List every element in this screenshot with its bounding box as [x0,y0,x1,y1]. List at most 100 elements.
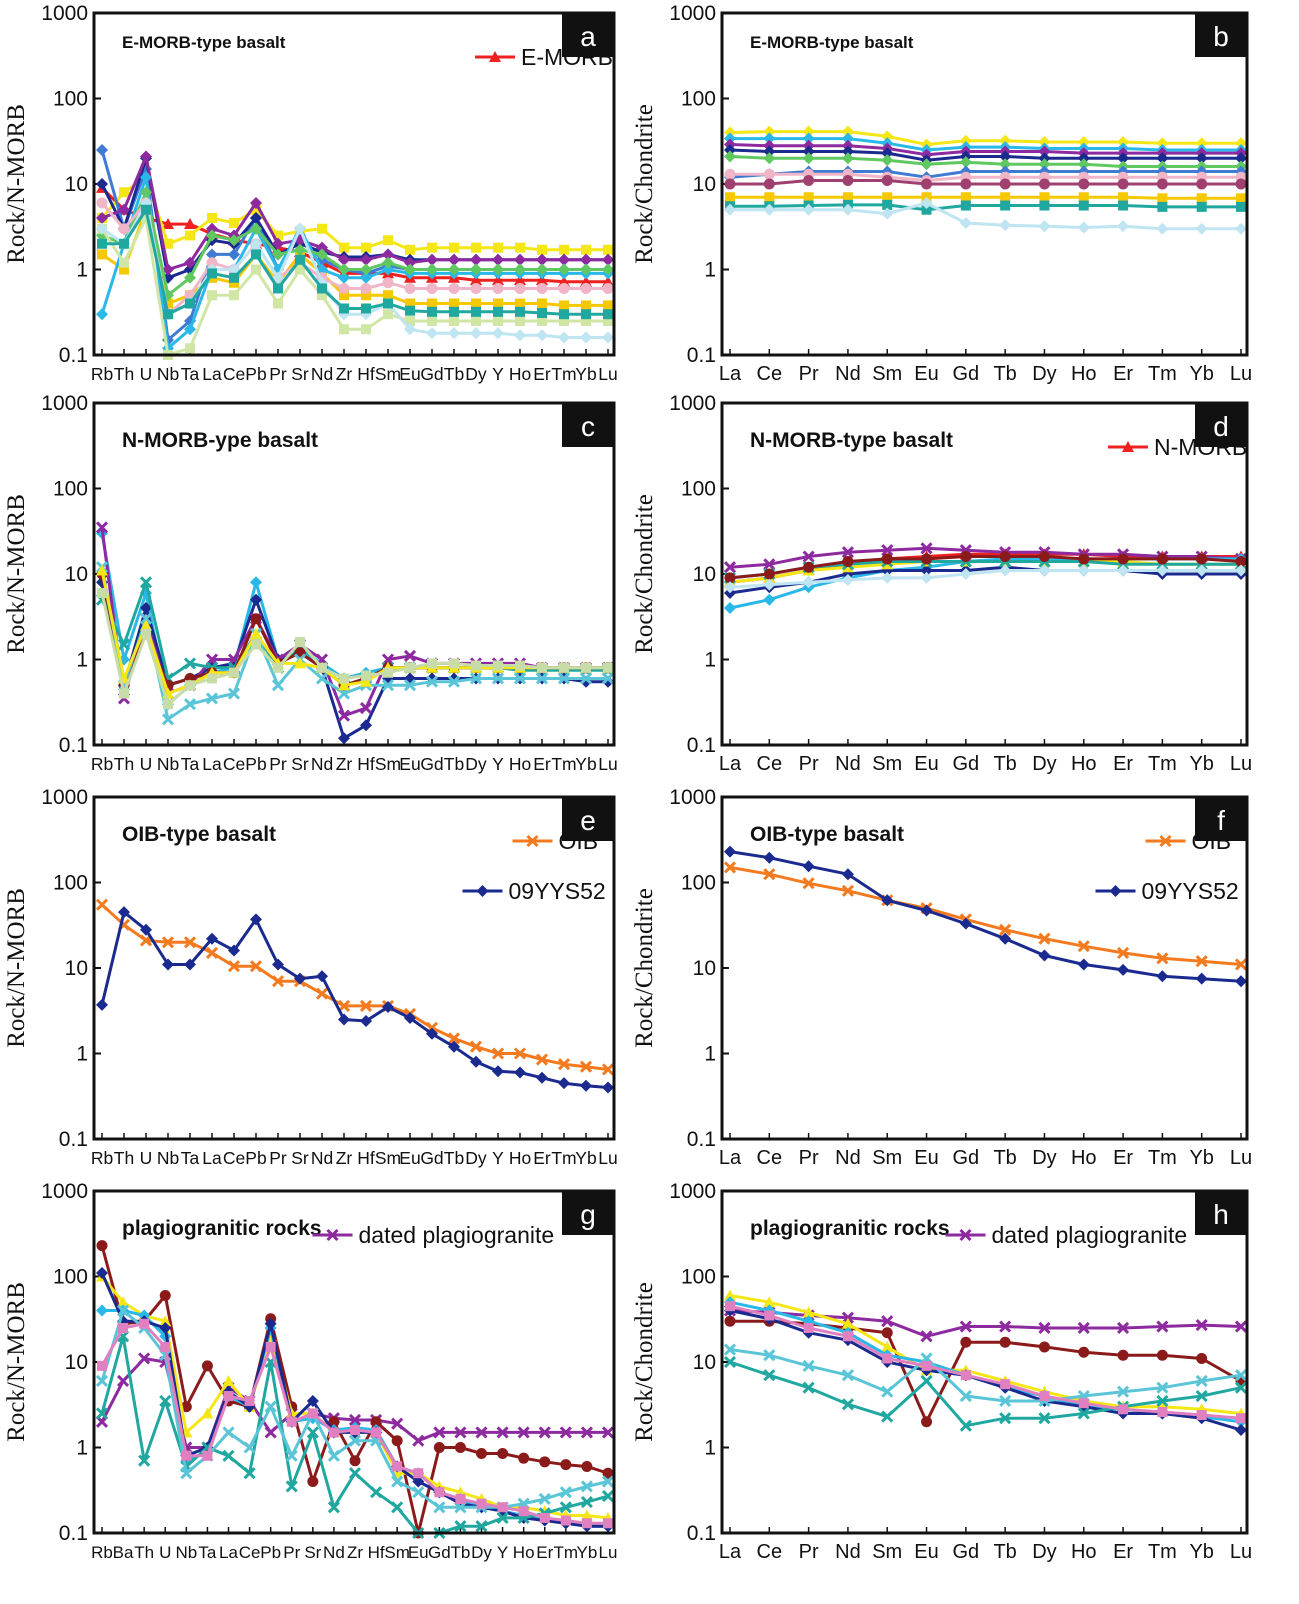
data-point [382,277,394,289]
data-point [514,329,526,342]
series-f-oib [723,861,1248,971]
data-point [802,125,815,138]
y-tick-label: 1000 [41,1180,88,1203]
data-point [119,187,129,198]
y-tick-label: 100 [53,872,88,895]
data-point [920,542,933,555]
data-point [404,282,416,294]
data-point [206,222,218,235]
data-point [763,152,776,165]
data-point [1195,1374,1208,1388]
data-point [603,244,613,255]
data-point [1039,1391,1050,1402]
data-point [1156,152,1169,165]
data-point [960,200,971,211]
data-point [117,1374,130,1388]
data-point [97,249,107,260]
x-tick-label: Lu [1230,1147,1252,1169]
data-point [539,1456,551,1468]
x-tick-label: La [202,1148,222,1168]
x-tick-label: Gd [420,364,443,384]
data-point [1038,564,1051,577]
data-point [580,282,592,294]
x-tick-label: Lu [598,754,617,774]
series-line [101,155,608,271]
data-point [433,1442,445,1453]
series-c-7 [97,587,613,710]
legend-label: 09YYS52 [509,878,606,904]
data-point [518,1452,530,1464]
series-line [729,1304,1242,1420]
data-point [1195,1319,1208,1332]
data-point [138,1352,151,1365]
y-tick-label: 100 [681,872,716,895]
data-point [383,667,393,678]
data-point [184,218,196,230]
data-point [185,343,195,354]
data-point [959,216,972,229]
x-tick-label: Nd [311,364,333,384]
data-point [603,1518,613,1529]
data-point [162,958,174,971]
data-point [999,219,1012,232]
data-point [426,327,438,340]
data-point [881,1385,894,1398]
data-point [117,638,131,651]
data-point [492,263,504,276]
x-tick-label: Rb [91,1148,113,1168]
data-point [557,672,571,685]
data-point [724,203,736,216]
plot-frame [92,401,616,747]
series-line [100,186,608,284]
data-point [449,298,459,309]
data-point [285,1449,298,1462]
data-point [371,1427,382,1438]
data-point [1156,1381,1169,1394]
legend-entry: E-MORB [475,44,613,70]
data-point [382,248,394,261]
legend-swatch-marker [1109,885,1122,897]
data-point [881,544,894,557]
data-point [1078,1346,1090,1358]
x-tick-label: Dy [1032,753,1056,775]
data-point [1156,564,1169,577]
series-h-7 [725,1301,1246,1424]
x-tick-label: Yb [1189,753,1213,775]
y-tick-label: 10 [693,957,716,980]
data-point [426,263,438,276]
data-point [1195,222,1208,235]
data-point [404,323,416,336]
data-point [1195,152,1208,165]
data-point [537,307,547,318]
x-tick-label: Eu [399,364,420,384]
x-tick-label: Y [492,1148,504,1168]
data-point [391,1475,404,1488]
y-axis-title: Rock/N-MORB [3,888,30,1048]
data-point [580,331,592,344]
chart-title: E-MORB-type basalt [750,33,914,52]
data-point [96,564,108,576]
data-point [140,619,152,631]
data-point [1236,201,1246,212]
data-point [1077,221,1090,234]
data-point [841,203,854,216]
data-point [515,306,525,317]
data-point [250,613,262,625]
data-point [882,199,893,210]
data-point [842,192,853,203]
x-tick-label: Ce [223,1148,245,1168]
data-point [515,660,525,671]
y-tick-label: 0.1 [59,1128,88,1151]
data-point [337,709,351,722]
data-point [383,235,393,246]
data-point [581,309,591,320]
data-point [999,932,1012,945]
data-point [206,932,218,945]
data-point [497,1502,508,1513]
data-point [251,639,261,650]
chart-panel-d: 0.1 1 10 100 1000 Rock/Chondrite La Ce Pr Nd Sm Eu G… [631,392,1252,775]
data-point [536,282,548,294]
data-point [201,1360,213,1372]
y-tick-label: 1 [76,259,88,282]
